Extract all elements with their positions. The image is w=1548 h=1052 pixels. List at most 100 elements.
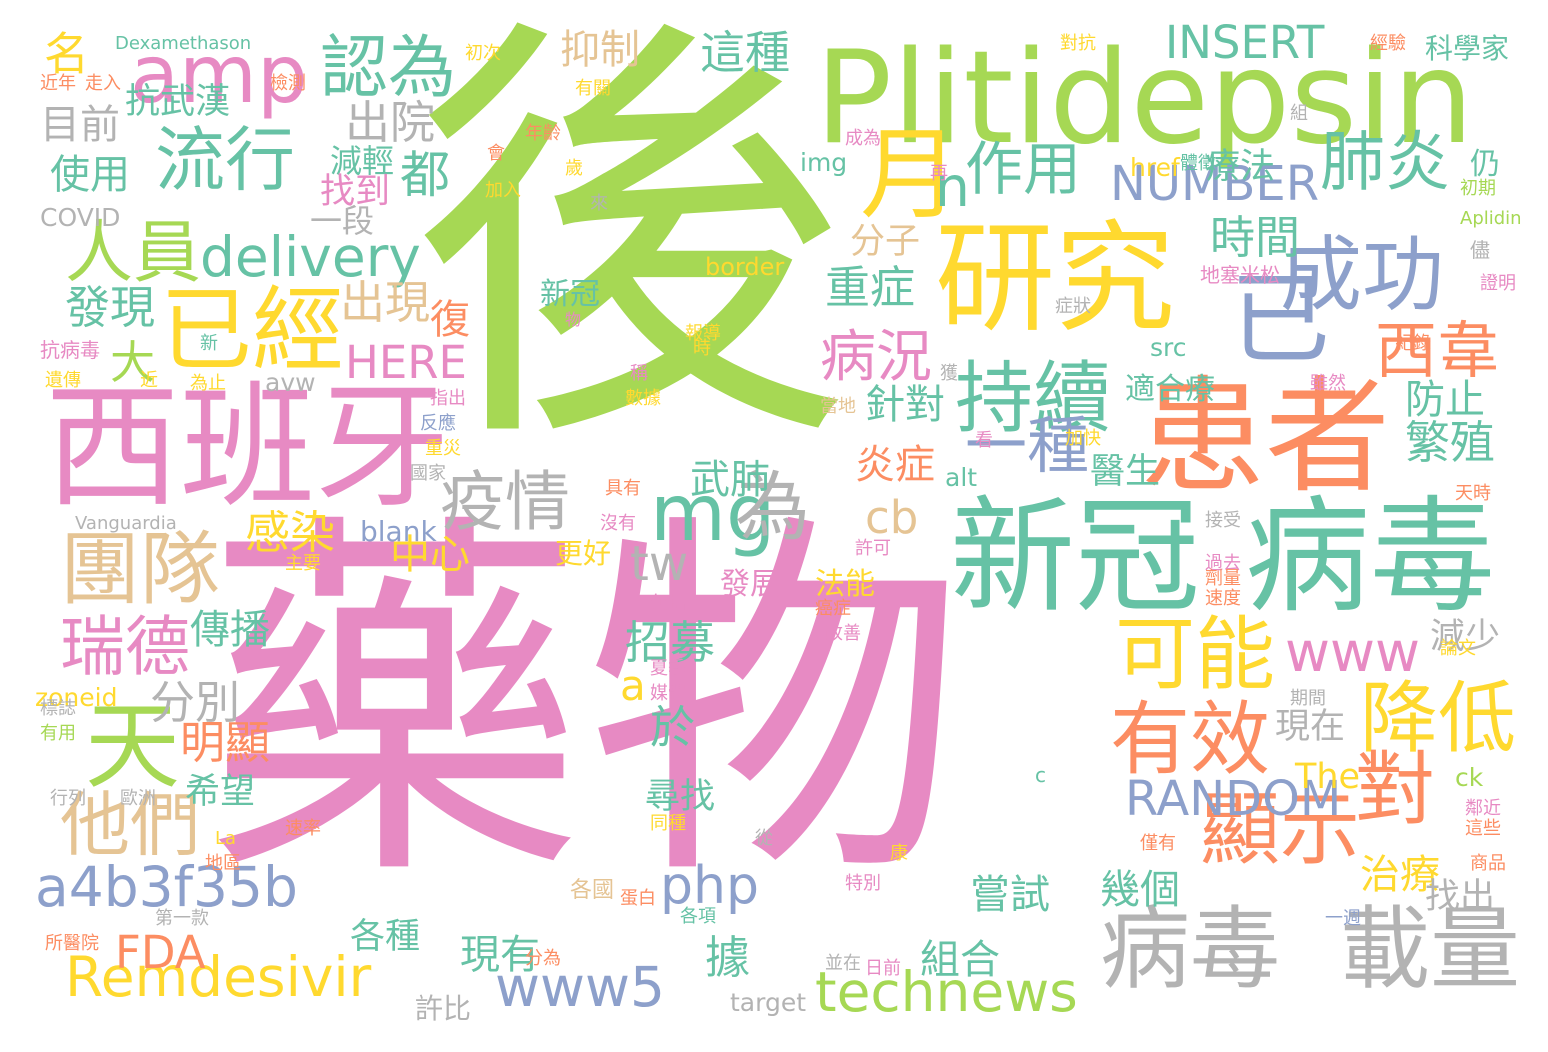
word-ouzhou: 歐洲 [120,788,156,809]
word-dangdi: 當地 [820,396,856,417]
word-fu: 復 [430,297,470,343]
word-nianling: 年齡 [525,123,561,144]
word-n: n [935,155,970,219]
word-youxiao: 有效 [1110,693,1270,786]
word-img: img [800,148,848,177]
word-alt: alt [945,463,978,492]
word-chixu: 持續 [955,354,1112,444]
word-jiaru: 加入 [485,180,521,201]
word-aplidin: Aplidin [1460,208,1522,229]
word-zailiang: 載量 [1340,897,1520,1002]
word-www5: www5 [495,955,665,1019]
word-jieshou: 接受 [1205,510,1241,531]
word-kang: 康 [890,843,908,864]
word-zhexie: 這些 [1465,818,1501,839]
word-lai: 來 [590,193,608,214]
word-tw: tw [630,536,689,592]
word-jilu: 紀錄 [1395,333,1431,354]
word-yaowu: 藥物 [205,483,965,926]
word-tian: 天 [85,692,181,802]
word-zhengming: 證明 [1480,273,1516,294]
word-huo: 獲 [940,363,958,384]
word-chuanbo: 傳播 [190,607,270,653]
word-zuhe: 組合 [920,937,1000,983]
word-zhaomu: 招募 [625,616,716,669]
word-yichuan: 遺傳 [45,370,81,391]
word-baodao: 報導 [685,323,721,344]
word-zhaodao: 找到 [320,172,391,212]
word-random: RANDOM [1125,771,1342,827]
word-yu: 於 [650,701,696,754]
word-wei: 為 [735,463,811,551]
word-fangzhi: 防止 [1405,377,1485,423]
word-guoqu: 過去 [1205,553,1241,574]
word-reng: 仍 [1470,147,1500,182]
word-tongzhong: 同種 [650,813,686,834]
word-xibanya: 西班牙 [45,369,450,526]
word-chuxian: 出現 [340,276,431,329]
word-fazhan: 發展 [720,567,780,602]
word-yizhi: 抑制 [560,27,640,73]
word-jige: 幾個 [1100,867,1180,913]
word-chengwei: 成為 [845,128,881,149]
word-genghao: 更好 [555,537,612,570]
word-zhiliao: 治療 [1360,852,1440,898]
word-chuci: 初次 [465,43,501,64]
word-blank: blank [360,515,437,548]
word-c: c [1035,763,1046,787]
word-xuke: 許可 [855,538,891,559]
word-jin-near: 近 [140,370,158,391]
word-geguo: 各國 [570,878,615,903]
word-shi: 時 [693,338,711,359]
word-here: HERE [345,336,467,389]
word-juyou: 具有 [605,478,641,499]
word-delivery: delivery [200,225,421,289]
word-dexamethason: Dexamethason [115,33,252,54]
word-the: The [1295,757,1361,797]
word-biaozhi: 標誌 [40,698,76,719]
word-zhengzhuang: 症狀 [1055,296,1091,317]
word-zhongxin: 中心 [390,532,470,578]
word-sulv: 速率 [285,818,321,839]
word-shijian: 時間 [1210,211,1301,264]
word-bingdu-gray: 病毒 [1100,897,1280,1002]
word-mingxian: 明顯 [180,716,271,769]
word-diqu: 地區 [205,853,241,874]
word-kangbingdu: 抗病毒 [40,338,100,362]
word-suoyiyuan: 所醫院 [45,933,99,954]
word-keneng: 可能 [1115,608,1275,701]
word-guojia: 國家 [410,463,446,484]
word-yisheng: 醫生 [1090,452,1161,492]
word-tuandui: 團隊 [60,523,220,616]
word-chuyuan: 出院 [345,96,436,149]
word-cheng: 稱 [630,363,648,384]
word-chuqi: 初期 [1460,178,1496,199]
word-zuoyong: 作用 [965,135,1082,203]
word-vanguardia: Vanguardia [75,513,177,534]
word-ju: 據 [705,931,751,984]
word-fda: FDA [115,926,206,979]
word-xiwang: 希望 [185,772,256,812]
word-yiqing: 疫情 [440,465,571,540]
word-zhichu: 指出 [430,388,466,409]
word-mg: mg [650,469,776,559]
word-php: php [660,856,759,916]
word-jianqing: 減輕 [330,142,395,180]
word-kangwuhan: 抗武漢 [125,82,231,122]
word-dui: 對 [1355,743,1435,836]
word-jianshao: 減少 [1430,617,1501,657]
word-yanjiu: 研究 [935,210,1175,349]
word-remdesivir: Remdesivir [65,945,372,1009]
word-renyuan: 人員 [65,214,202,293]
word-zhongzheng: 重症 [825,261,916,314]
word-baokuo: 包括 [650,593,686,614]
word-xin: 新 [200,333,218,354]
word-tianshi: 天時 [1455,483,1491,504]
word-fenbie: 分別 [150,676,241,729]
word-insert: INSERT [1165,16,1325,69]
word-a: a [620,661,646,710]
word-xianshi: 顯示 [1200,783,1360,876]
word-zhongzai: 重災 [425,438,461,459]
word-faneng: 法能 [815,567,875,602]
word-jingyan: 經驗 [1370,33,1406,54]
